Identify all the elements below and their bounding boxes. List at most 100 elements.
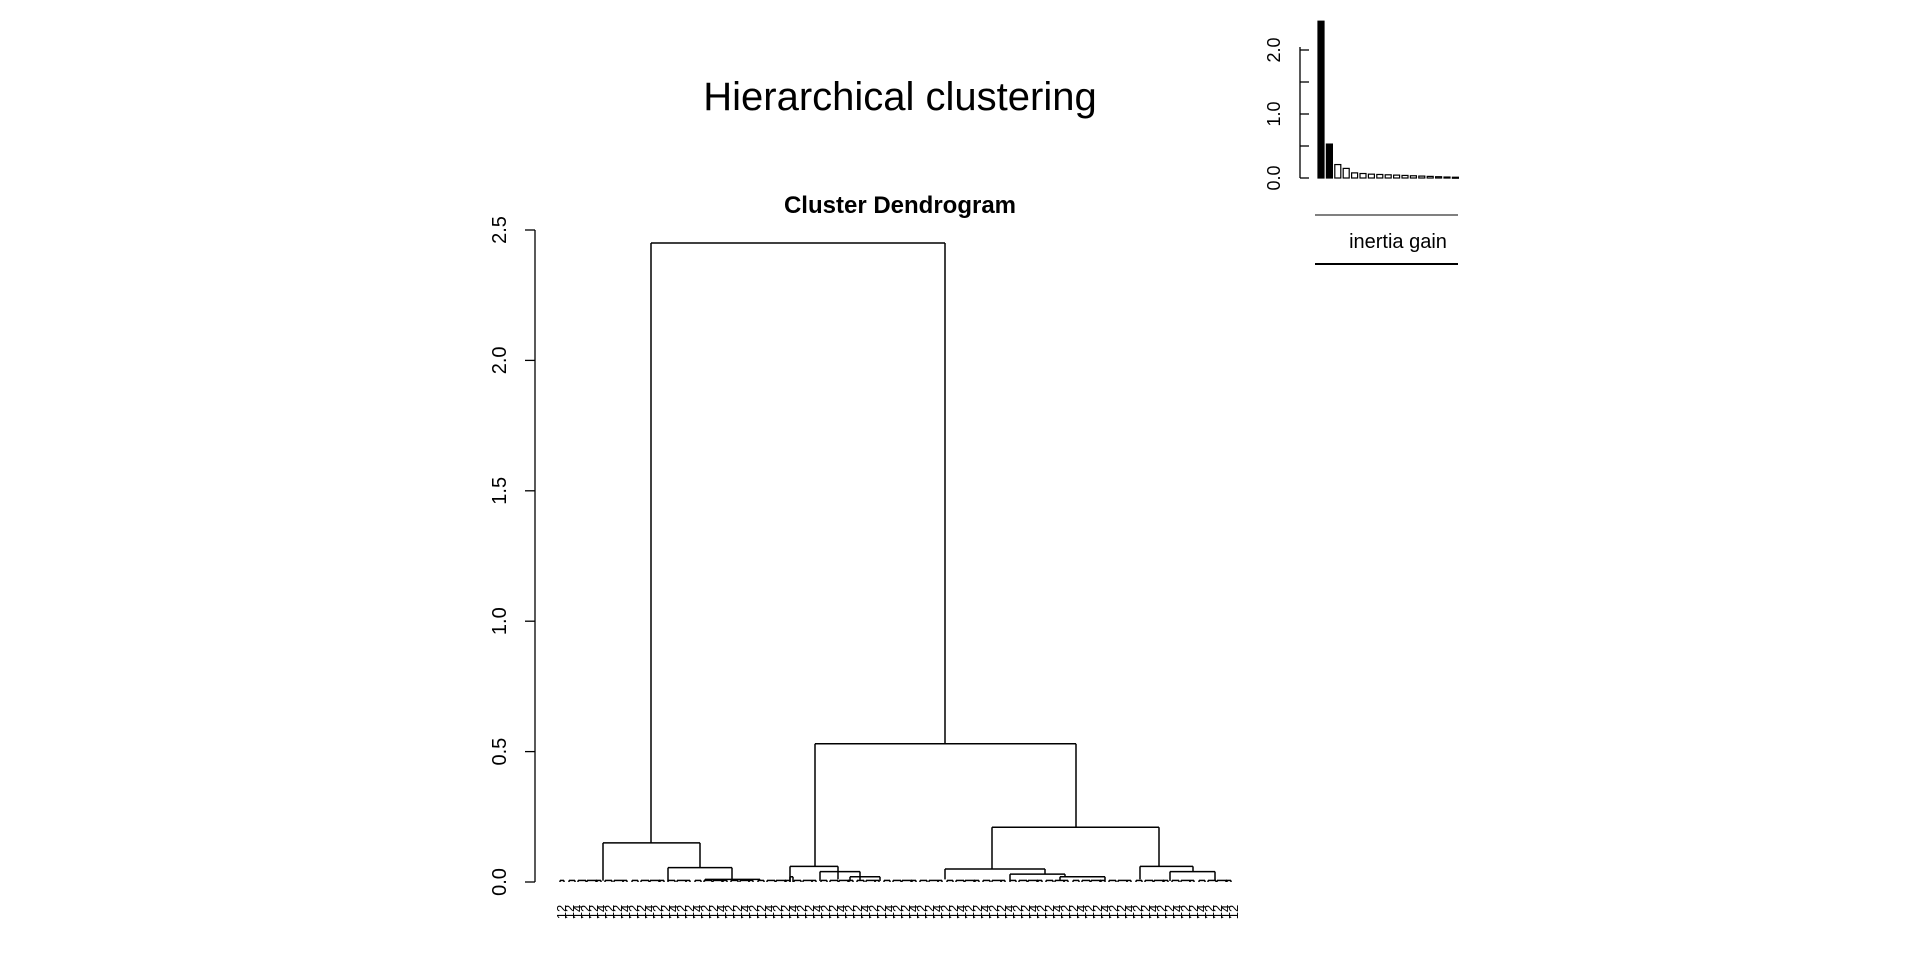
dendrogram-chart: Cluster Dendrogram 0.0 0.5 1.0 1.5 2.0 2.5 12… xyxy=(489,192,1241,919)
y-tick-label: 2.5 xyxy=(489,216,511,244)
leaf-label: 14 xyxy=(906,905,921,919)
leaf-label: 12 xyxy=(1058,905,1073,919)
inertia-bar xyxy=(1426,175,1434,179)
leaf-label: 12 xyxy=(578,905,593,919)
leaf-label: 14 xyxy=(1122,905,1137,919)
leaf-label: 12 xyxy=(874,905,889,919)
leaf-label: 14 xyxy=(930,905,945,919)
leaf-label: 14 xyxy=(954,905,969,919)
inertia-bar xyxy=(1451,176,1460,179)
leaf-label: 14 xyxy=(594,905,609,919)
inertia-y-axis: 0.0 1.0 2.0 xyxy=(1264,37,1309,191)
leaf-label: 12 xyxy=(866,905,881,919)
leaf-label: 12 xyxy=(1130,905,1145,919)
leaf-label: 14 xyxy=(978,905,993,919)
leaf-label: 14 xyxy=(1026,905,1041,919)
leaf-label: 12 xyxy=(610,905,625,919)
leaf-label: 14 xyxy=(1170,905,1185,919)
leaf-label: 12 xyxy=(1082,905,1097,919)
y-tick-label: 0.0 xyxy=(489,868,511,896)
dendrogram-leaf-labels: 1212141212141212141212141212141212141212… xyxy=(554,905,1241,919)
leaf-label: 12 xyxy=(1018,905,1033,919)
dendrogram-title: Cluster Dendrogram xyxy=(784,192,1016,219)
inertia-bar xyxy=(1350,172,1359,179)
leaf-label: 12 xyxy=(1010,905,1025,919)
leaf-label: 14 xyxy=(570,905,585,919)
leaf-label: 12 xyxy=(794,905,809,919)
inertia-bar xyxy=(1342,167,1350,179)
inertia-y-tick-label: 2.0 xyxy=(1264,37,1284,62)
inertia-gain-chart: 0.0 1.0 2.0 inertia gain xyxy=(1264,20,1460,265)
leaf-label: 12 xyxy=(722,905,737,919)
leaf-label: 12 xyxy=(626,905,641,919)
leaf-label: 14 xyxy=(690,905,705,919)
leaf-label: 12 xyxy=(778,905,793,919)
leaf-label: 12 xyxy=(850,905,865,919)
inertia-bar xyxy=(1325,143,1334,179)
leaf-label: 14 xyxy=(834,905,849,919)
leaf-label: 12 xyxy=(826,905,841,919)
leaf-label: 12 xyxy=(1090,905,1105,919)
leaf-label: 12 xyxy=(674,905,689,919)
inertia-bar xyxy=(1443,176,1451,179)
inertia-bar xyxy=(1392,174,1401,179)
inertia-bar xyxy=(1434,176,1443,179)
leaf-label: 14 xyxy=(1218,905,1233,919)
dendrogram-links xyxy=(559,242,1232,882)
leaf-label: 14 xyxy=(1146,905,1161,919)
leaf-label: 14 xyxy=(786,905,801,919)
leaf-label: 12 xyxy=(818,905,833,919)
leaf-label: 12 xyxy=(1210,905,1225,919)
leaf-label: 12 xyxy=(802,905,817,919)
leaf-label: 12 xyxy=(1226,905,1241,919)
leaf-label: 12 xyxy=(650,905,665,919)
inertia-bar xyxy=(1401,174,1409,179)
leaf-label: 14 xyxy=(810,905,825,919)
leaf-label: 14 xyxy=(1074,905,1089,919)
leaf-label: 12 xyxy=(698,905,713,919)
inertia-bar xyxy=(1367,173,1376,179)
leaf-label: 12 xyxy=(842,905,857,919)
leaf-label: 12 xyxy=(1162,905,1177,919)
leaf-label: 12 xyxy=(1042,905,1057,919)
leaf-label: 14 xyxy=(1002,905,1017,919)
dendrogram-y-axis: 0.0 0.5 1.0 1.5 2.0 2.5 xyxy=(489,216,536,896)
main-title: Hierarchical clustering xyxy=(703,75,1096,119)
leaf-label: 12 xyxy=(658,905,673,919)
y-tick-label: 1.5 xyxy=(489,477,511,505)
leaf-label: 12 xyxy=(682,905,697,919)
leaf-label: 12 xyxy=(1202,905,1217,919)
leaf-label: 12 xyxy=(770,905,785,919)
leaf-label: 12 xyxy=(898,905,913,919)
inertia-bar xyxy=(1409,175,1418,179)
y-tick-label: 2.0 xyxy=(489,346,511,374)
leaf-label: 12 xyxy=(746,905,761,919)
inertia-bar xyxy=(1384,174,1392,179)
inertia-bar xyxy=(1317,20,1325,179)
leaf-label: 14 xyxy=(858,905,873,919)
inertia-bars xyxy=(1317,20,1460,179)
leaf-label: 14 xyxy=(714,905,729,919)
leaf-label: 12 xyxy=(986,905,1001,919)
leaf-label: 14 xyxy=(882,905,897,919)
leaf-label: 12 xyxy=(1066,905,1081,919)
leaf-label: 12 xyxy=(962,905,977,919)
leaf-label: 12 xyxy=(938,905,953,919)
leaf-label: 14 xyxy=(1194,905,1209,919)
leaf-label: 12 xyxy=(1034,905,1049,919)
leaf-label: 12 xyxy=(730,905,745,919)
leaf-label: 12 xyxy=(554,905,569,919)
leaf-label: 12 xyxy=(914,905,929,919)
inertia-bar xyxy=(1334,163,1342,179)
leaf-label: 12 xyxy=(634,905,649,919)
leaf-label: 14 xyxy=(618,905,633,919)
leaf-label: 12 xyxy=(994,905,1009,919)
leaf-label: 12 xyxy=(706,905,721,919)
leaf-label: 12 xyxy=(946,905,961,919)
leaf-label: 12 xyxy=(890,905,905,919)
leaf-label: 14 xyxy=(1098,905,1113,919)
y-tick-label: 1.0 xyxy=(489,607,511,635)
leaf-label: 12 xyxy=(1178,905,1193,919)
leaf-label: 14 xyxy=(762,905,777,919)
